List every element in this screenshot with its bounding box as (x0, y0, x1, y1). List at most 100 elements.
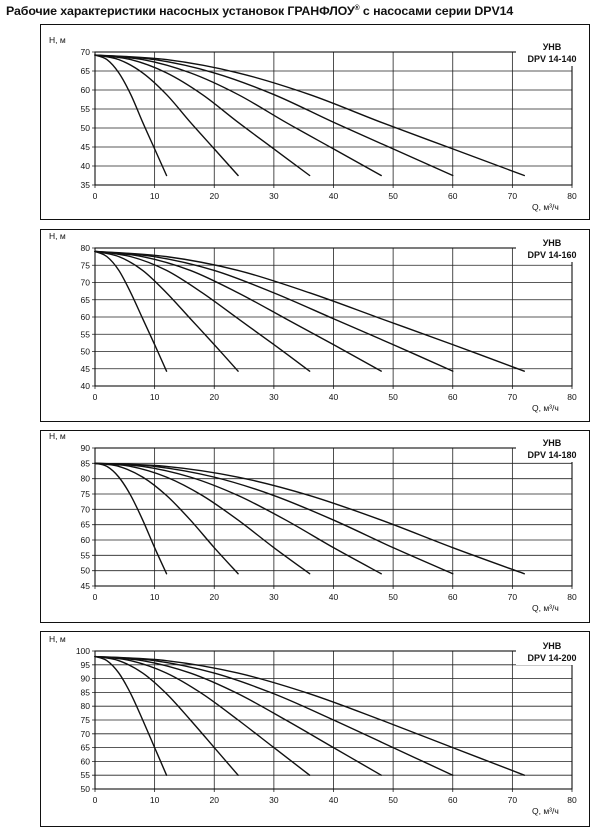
y-tick-label: 60 (81, 535, 91, 545)
y-tick-label: 40 (81, 161, 91, 171)
model-label-bg (516, 436, 578, 462)
x-tick-label: 60 (448, 392, 458, 402)
x-tick-label: 10 (150, 191, 160, 201)
x-tick-label: 60 (448, 191, 458, 201)
plot-frame (94, 247, 573, 387)
x-tick-label: 40 (329, 392, 339, 402)
x-tick-label: 60 (448, 795, 458, 805)
y-tick-label: 85 (81, 687, 91, 697)
pump-curve-5 (94, 250, 454, 372)
unit-type-label: УНВ (543, 641, 562, 651)
x-tick-label: 80 (567, 795, 577, 805)
x-tick-label: 70 (508, 191, 518, 201)
y-tick-label: 80 (81, 474, 91, 484)
x-tick-label: 20 (210, 592, 220, 602)
plot-frame (94, 650, 573, 790)
page-title-main: Рабочие характеристики насосных установо… (6, 4, 355, 18)
y-tick-label: 100 (76, 646, 90, 656)
x-tick-label: 30 (269, 392, 279, 402)
pump-curve-6 (94, 462, 525, 575)
x-tick-label: 50 (388, 592, 398, 602)
y-tick-label: 65 (81, 66, 91, 76)
x-tick-label: 50 (388, 191, 398, 201)
y-tick-label: 55 (81, 104, 91, 114)
pump-curve-1 (94, 655, 168, 776)
x-tick-label: 40 (329, 795, 339, 805)
y-tick-label: 75 (81, 260, 91, 270)
chart-svg-dpv-14-140: 0 10 20 30 40 50 60 70 80 35 40 45 50 55 60 65 70 H, м Q, … (49, 35, 578, 212)
pump-curve-4 (94, 655, 382, 776)
x-tick-label: 30 (269, 592, 279, 602)
x-tick-label: 70 (508, 392, 518, 402)
unit-type-label: УНВ (543, 438, 562, 448)
pump-curve-3 (94, 655, 311, 776)
pump-curve-2 (94, 655, 239, 776)
pump-curve-5 (94, 655, 454, 776)
y-tick-label: 55 (81, 770, 91, 780)
y-axis-label: H, м (49, 634, 66, 644)
pump-curve-3 (94, 462, 311, 575)
x-tick-label: 40 (329, 191, 339, 201)
unit-type-label: УНВ (543, 238, 562, 248)
pump-curve-1 (94, 462, 168, 575)
unit-type-label: УНВ (543, 42, 562, 52)
y-tick-label: 45 (81, 142, 91, 152)
model-label-bg (516, 639, 578, 665)
page-title-rest: с насосами серии DPV14 (359, 4, 514, 18)
pump-curve-5 (94, 54, 454, 177)
y-tick-label: 50 (81, 784, 91, 794)
chart-svg-dpv-14-200: 0 10 20 30 40 50 60 70 80 50 55 60 65 70 75 80 85 90 95 100… (49, 634, 578, 816)
x-tick-label: 0 (93, 795, 98, 805)
registered-mark: ® (354, 4, 360, 12)
pump-model-label: DPV 14-200 (527, 653, 576, 663)
y-tick-label: 75 (81, 489, 91, 499)
pump-curve-4 (94, 54, 382, 177)
pump-curve-2 (94, 54, 239, 177)
pump-curve-1 (94, 250, 168, 372)
y-tick-label: 45 (81, 581, 91, 591)
plot-frame (94, 51, 573, 186)
pump-curve-4 (94, 250, 382, 372)
x-tick-label: 10 (150, 392, 160, 402)
pump-model-label: DPV 14-160 (527, 250, 576, 260)
y-tick-label: 80 (81, 243, 91, 253)
x-tick-label: 10 (150, 795, 160, 805)
x-tick-label: 50 (388, 795, 398, 805)
model-label-bg (516, 40, 578, 66)
x-tick-label: 80 (567, 191, 577, 201)
pump-model-label: DPV 14-140 (527, 54, 576, 64)
pump-curve-2 (94, 462, 239, 575)
x-tick-label: 0 (93, 592, 98, 602)
y-tick-label: 75 (81, 715, 91, 725)
x-tick-label: 40 (329, 592, 339, 602)
x-tick-label: 20 (210, 392, 220, 402)
x-tick-label: 0 (93, 392, 98, 402)
pump-curve-3 (94, 54, 311, 177)
x-tick-label: 20 (210, 795, 220, 805)
chart-panel-dpv-14-200: 0 10 20 30 40 50 60 70 80 50 55 60 65 70 75 80 85 90 95 100… (40, 631, 590, 827)
y-axis-label: H, м (49, 35, 66, 45)
y-tick-label: 85 (81, 458, 91, 468)
y-tick-label: 80 (81, 701, 91, 711)
y-tick-label: 90 (81, 443, 91, 453)
x-tick-label: 10 (150, 592, 160, 602)
x-tick-label: 70 (508, 592, 518, 602)
chart-svg-dpv-14-180: 0 10 20 30 40 50 60 70 80 45 50 55 60 65 70 75 80 85 90 H, … (49, 431, 578, 613)
chart-panel-dpv-14-180: 0 10 20 30 40 50 60 70 80 45 50 55 60 65 70 75 80 85 90 H, … (40, 430, 590, 623)
x-tick-label: 50 (388, 392, 398, 402)
chart-panel-dpv-14-140: 0 10 20 30 40 50 60 70 80 35 40 45 50 55 60 65 70 H, м Q, … (40, 24, 590, 220)
y-tick-label: 60 (81, 312, 91, 322)
y-tick-label: 70 (81, 504, 91, 514)
pump-model-label: DPV 14-180 (527, 450, 576, 460)
x-tick-label: 80 (567, 592, 577, 602)
y-tick-label: 70 (81, 729, 91, 739)
y-tick-label: 90 (81, 674, 91, 684)
y-tick-label: 40 (81, 381, 91, 391)
pump-curve-5 (94, 462, 454, 575)
x-axis-label: Q, м³/ч (532, 603, 559, 613)
pump-curve-1 (94, 54, 168, 177)
y-tick-label: 95 (81, 660, 91, 670)
y-tick-label: 70 (81, 278, 91, 288)
y-tick-label: 70 (81, 47, 91, 57)
x-axis-label: Q, м³/ч (532, 403, 559, 413)
